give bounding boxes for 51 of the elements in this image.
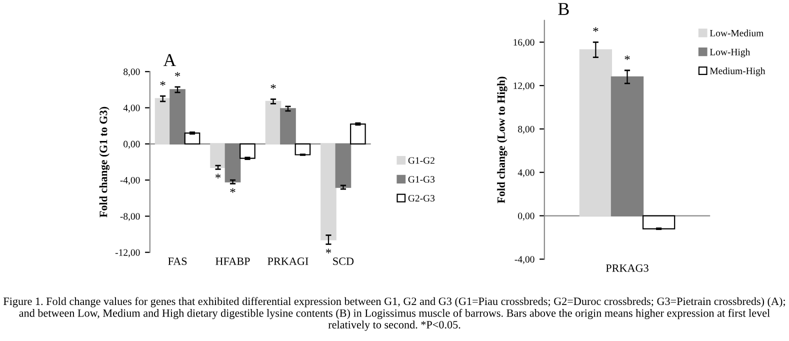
legend-label: Medium-High — [710, 67, 766, 76]
bar — [224, 143, 241, 182]
bar — [280, 108, 296, 144]
y-tick-label: -4,00 — [514, 256, 534, 264]
data-label: * — [270, 84, 276, 89]
y-tick-label: 0,00 — [518, 212, 534, 221]
bar — [240, 143, 256, 159]
x-tick-label: PRKAGI — [268, 258, 308, 266]
legend-label: G1-G2 — [408, 157, 434, 164]
data-label: * — [230, 188, 236, 193]
x-tick-label: HFABP — [216, 258, 250, 265]
y-tick-label: 4,00 — [518, 169, 534, 178]
y-axis-title: Fold change (Low to High) — [497, 76, 508, 204]
bar — [154, 98, 171, 144]
bar — [184, 132, 200, 144]
y-tick-label: 8,00 — [518, 126, 534, 134]
y-tick-label: 12,00 — [514, 82, 534, 90]
chart-title: B — [558, 3, 569, 15]
bar — [294, 143, 311, 156]
bar — [320, 143, 336, 240]
y-tick-label: -4,00 — [120, 176, 140, 185]
y-tick-label: 8,00 — [124, 68, 140, 76]
caption: Figure 1. Fold change values for genes that exhibited differential expression between G1, G2 and G3 (G1=Piau crossbreds; G2=Duroc crossbreds; G3=Pietrain crossbreds) (A); and between Low, Medium and High dietary digestible lysine contents (B) in Logissimus muscle of barrows. Bars above the origin means higher expression at first level relatively to second. *P<0.05. — [4, 297, 785, 331]
x-tick-label: PRKAG3 — [606, 264, 648, 272]
y-tick-label: -12,00 — [115, 249, 140, 258]
data-label: * — [624, 55, 630, 60]
bar — [350, 123, 366, 144]
x-tick-label: FAS — [168, 258, 187, 266]
legend-label: Low-High — [710, 48, 750, 58]
legend-label: Low-Medium — [710, 30, 764, 36]
data-label: * — [175, 72, 180, 77]
bar — [210, 143, 226, 168]
legend-label: G2-G3 — [408, 195, 435, 202]
y-tick-label: -8,00 — [120, 213, 140, 222]
bar — [579, 49, 612, 216]
data-label: * — [216, 174, 221, 178]
bar — [642, 215, 676, 230]
bar — [170, 89, 186, 144]
x-tick-label: SCD — [333, 258, 354, 266]
y-tick-label: 0,00 — [124, 140, 140, 149]
chart-title: A — [163, 54, 176, 66]
y-axis-title: Fold change (G1 to G3) — [99, 106, 110, 218]
bar — [335, 143, 352, 188]
data-label: * — [160, 81, 166, 86]
data-label: * — [593, 27, 598, 32]
bar — [265, 100, 282, 144]
legend-label: G1-G3 — [408, 176, 435, 183]
bar — [610, 76, 644, 216]
y-tick-label: 4,00 — [123, 104, 140, 113]
data-label: * — [326, 248, 332, 254]
y-tick-label: 16,00 — [514, 39, 534, 48]
